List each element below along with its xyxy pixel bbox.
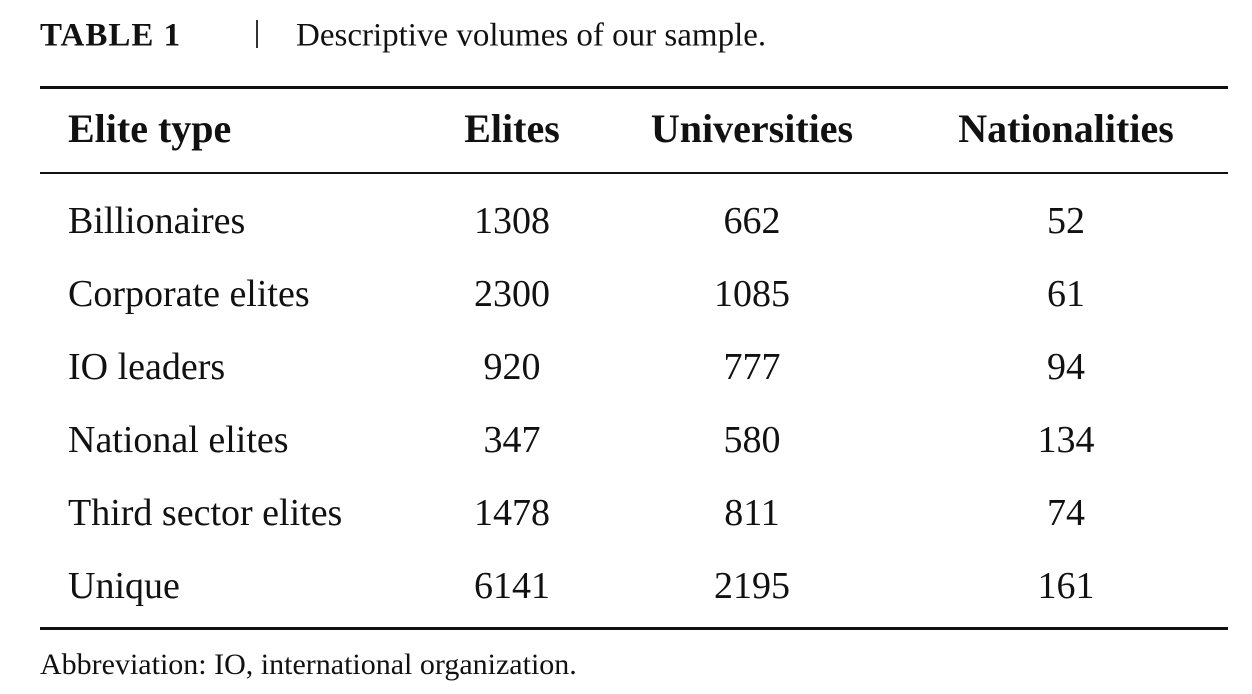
bottom-rule	[40, 627, 1228, 630]
header-cell: Elites	[464, 106, 560, 151]
table-cell: 1085	[714, 273, 790, 315]
table-cell: 2300	[474, 273, 550, 315]
table-cell: 161	[1037, 565, 1095, 607]
table-cell: 61	[1047, 273, 1085, 315]
caption-separator	[256, 20, 258, 48]
table-cell: IO leaders	[68, 346, 226, 388]
table-cell: 6141	[474, 565, 550, 607]
table-cell: 134	[1037, 419, 1095, 461]
table-cell: 74	[1047, 492, 1085, 534]
table-cell: 662	[723, 200, 781, 242]
caption-label: TABLE 1	[40, 17, 182, 54]
table-cell: 811	[724, 492, 780, 534]
table-cell: Corporate elites	[68, 273, 310, 315]
table-cell: Third sector elites	[68, 492, 343, 534]
table-cell: 94	[1047, 346, 1085, 388]
header-cell: Elite type	[68, 106, 232, 151]
table-cell: 2195	[714, 565, 790, 607]
table-cell: 347	[483, 419, 541, 461]
table-cell: Billionaires	[68, 200, 246, 242]
table-cell: 777	[723, 346, 781, 388]
header-cell: Nationalities	[958, 106, 1174, 151]
header-rule	[40, 172, 1228, 174]
header-cell: Universities	[650, 106, 854, 151]
table-cell: 580	[723, 419, 781, 461]
table-cell: National elites	[68, 419, 289, 461]
table-cell: 1308	[474, 200, 550, 242]
caption-text: Descriptive volumes of our sample.	[296, 17, 767, 54]
table-cell: 1478	[474, 492, 550, 534]
table-cell: Unique	[68, 565, 180, 607]
table-cell: 52	[1047, 200, 1085, 242]
table-cell: 920	[483, 346, 541, 388]
top-rule	[40, 86, 1228, 89]
footnote: Abbreviation: IO, international organiza…	[40, 648, 577, 681]
